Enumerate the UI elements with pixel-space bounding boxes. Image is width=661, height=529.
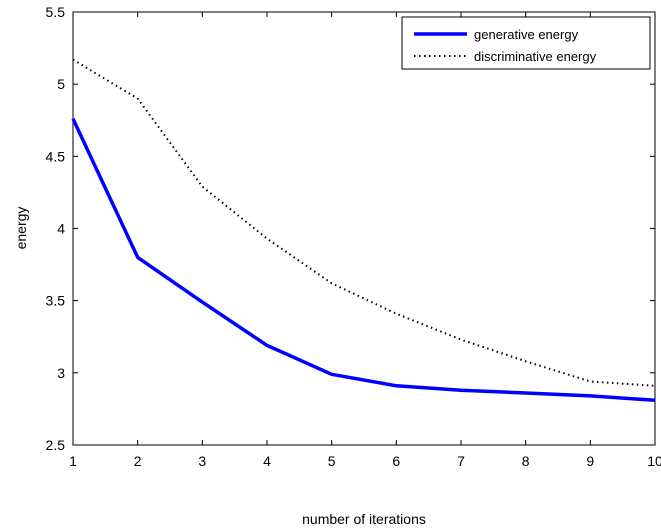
x-tick-label: 2 bbox=[134, 453, 142, 469]
tick-labels: 1 2 3 4 5 6 7 8 9 10 2.5 3 3.5 4 4.5 5 5.5 bbox=[46, 4, 661, 469]
axis-ticks bbox=[72, 11, 656, 446]
series-line-discriminative bbox=[72, 58, 656, 387]
x-tick-label: 3 bbox=[198, 453, 206, 469]
legend-box bbox=[401, 16, 651, 70]
y-tick-label: 3 bbox=[57, 365, 65, 381]
x-tick-label: 10 bbox=[647, 453, 661, 469]
y-tick-label: 4.5 bbox=[46, 148, 66, 164]
legend-label-generative: generative energy bbox=[474, 27, 579, 42]
y-tick-label: 5 bbox=[57, 76, 65, 92]
y-tick-label: 2.5 bbox=[46, 437, 66, 453]
x-tick-label: 1 bbox=[69, 453, 77, 469]
x-tick-label: 8 bbox=[522, 453, 530, 469]
legend-label-discriminative: discriminative energy bbox=[474, 49, 597, 64]
y-axis-label: energy bbox=[13, 207, 29, 250]
series-line-generative bbox=[71, 118, 656, 403]
x-tick-label: 5 bbox=[328, 453, 336, 469]
y-tick-label: 4 bbox=[57, 221, 65, 237]
x-tick-label: 9 bbox=[586, 453, 594, 469]
x-tick-label: 6 bbox=[392, 453, 400, 469]
x-tick-label: 7 bbox=[457, 453, 465, 469]
x-axis-label: number of iterations bbox=[302, 511, 426, 527]
series-layer bbox=[71, 58, 656, 403]
plot-area bbox=[72, 11, 656, 446]
y-tick-label: 5.5 bbox=[46, 4, 66, 20]
legend: generative energy discriminative energy bbox=[401, 16, 651, 70]
y-tick-label: 3.5 bbox=[46, 293, 66, 309]
x-tick-label: 4 bbox=[263, 453, 271, 469]
